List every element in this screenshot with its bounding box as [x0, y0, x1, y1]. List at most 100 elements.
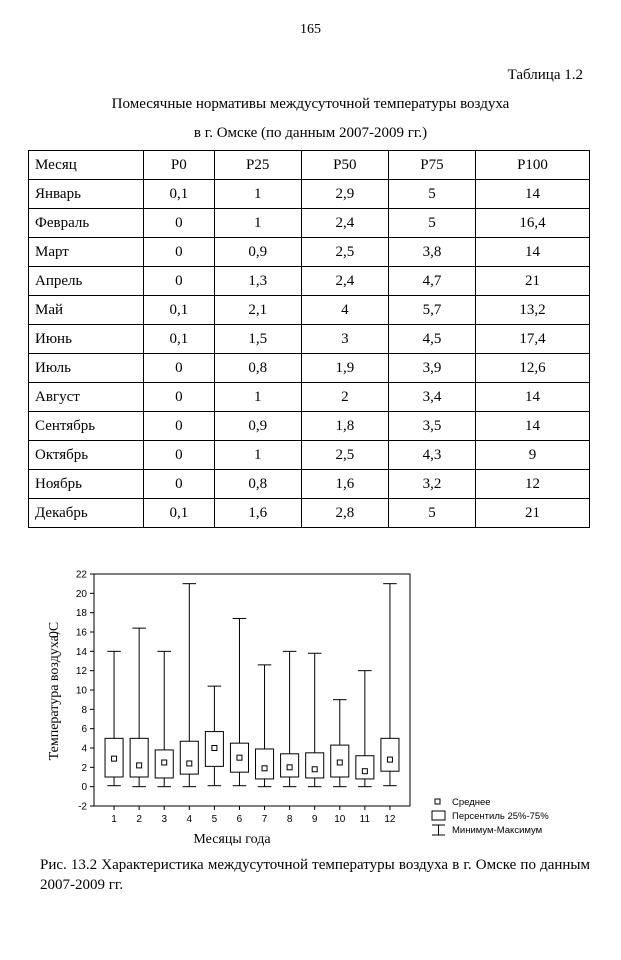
cell-value: 1,9 [300, 353, 389, 383]
x-tick-label: 11 [360, 814, 371, 825]
x-tick-label: 4 [187, 814, 193, 825]
cell-value: 1,5 [213, 324, 302, 354]
y-tick-label: 10 [76, 686, 88, 697]
mean-marker [136, 762, 143, 769]
cell-value: 5 [387, 498, 477, 528]
x-tick-label: 5 [212, 814, 218, 825]
cell-value: 0,8 [213, 469, 302, 499]
legend-mean-label: Среднее [452, 797, 491, 808]
x-tick-label: 2 [136, 814, 142, 825]
table-row: Июнь 0,1 1,5 3 4,5 17,4 [28, 324, 590, 354]
table-row: Сентябрь 0 0,9 1,8 3,5 14 [28, 411, 590, 441]
cell-value: 0 [143, 440, 215, 470]
table-row: Октябрь 0 1 2,5 4,3 9 [28, 440, 590, 470]
x-axis-label: Месяцы года [193, 832, 271, 847]
legend-box-marker [431, 810, 446, 821]
cell-value: 0 [143, 411, 215, 441]
table-subtitle: в г. Омске (по данным 2007-2009 гг.) [193, 125, 428, 141]
cell-month: Июль [28, 353, 144, 383]
x-tick-label: 7 [262, 814, 268, 825]
cell-value: 2,5 [300, 237, 389, 267]
cell-value: 1 [213, 440, 302, 470]
mean-marker [211, 745, 218, 751]
header-month: Месяц [28, 150, 144, 180]
mean-marker [186, 760, 193, 767]
cell-value: 0,9 [213, 411, 302, 441]
cell-value: 12 [475, 469, 590, 499]
y-tick-label: 2 [81, 763, 87, 774]
x-tick-label: 9 [312, 814, 318, 825]
y-tick-label: 20 [76, 589, 88, 600]
cell-value: 2,4 [300, 266, 389, 296]
mean-marker [311, 766, 318, 773]
mean-marker [111, 755, 118, 762]
cell-value: 1,8 [300, 411, 389, 441]
mean-marker [336, 759, 343, 766]
cell-value: 5,7 [387, 295, 477, 325]
legend-mean-marker [434, 798, 441, 805]
cell-value: 2,9 [300, 179, 389, 209]
x-tick-label: 12 [384, 814, 396, 825]
y-tick-label: 12 [76, 666, 88, 677]
table-row: Ноябрь 0 0,8 1,6 3,2 12 [28, 469, 590, 499]
cell-month: Сентябрь [28, 411, 144, 441]
cell-month: Август [28, 382, 144, 412]
cell-value: 0 [143, 266, 215, 296]
mean-marker [361, 768, 368, 775]
cell-value: 0,9 [213, 237, 302, 267]
cell-value: 2,4 [300, 208, 389, 238]
table-row: Август 0 1 2 3,4 14 [28, 382, 590, 412]
cell-value: 21 [475, 266, 590, 296]
cell-month: Май [28, 295, 144, 325]
table-row: Декабрь 0,1 1,6 2,8 5 21 [28, 498, 590, 528]
cell-value: 0 [143, 208, 215, 238]
y-tick-label: 18 [76, 608, 88, 619]
cell-value: 9 [475, 440, 590, 470]
page-number: 165 [300, 22, 321, 37]
cell-month: Октябрь [28, 440, 144, 470]
header-p25: P25 [213, 150, 302, 180]
cell-value: 0,1 [143, 324, 215, 354]
cell-month: Март [28, 237, 144, 267]
cell-value: 0 [143, 353, 215, 383]
cell-value: 4,7 [387, 266, 477, 296]
table-title: Помесячные нормативы междусуточной темпе… [111, 96, 510, 112]
cell-value: 0,8 [213, 353, 302, 383]
cell-value: 0,1 [143, 498, 215, 528]
cell-value: 1,6 [300, 469, 389, 499]
cell-value: 0,1 [143, 295, 215, 325]
cell-value: 0 [143, 237, 215, 267]
cell-value: 5 [387, 208, 477, 238]
cell-value: 0 [143, 469, 215, 499]
y-tick-label: -2 [78, 802, 87, 813]
y-axis-unit: 0С [47, 622, 62, 638]
cell-value: 1 [213, 179, 302, 209]
y-tick-label: 0 [81, 782, 87, 793]
cell-value: 14 [475, 382, 590, 412]
table-row: Февраль 0 1 2,4 5 16,4 [28, 208, 590, 238]
cell-value: 3,4 [387, 382, 477, 412]
table-row: Январь 0,1 1 2,9 5 14 [28, 179, 590, 209]
cell-value: 0,1 [143, 179, 215, 209]
y-tick-label: 14 [76, 647, 88, 658]
cell-month: Январь [28, 179, 144, 209]
cell-value: 3 [300, 324, 389, 354]
x-tick-label: 8 [287, 814, 293, 825]
cell-value: 2,8 [300, 498, 389, 528]
table-row: Март 0 0,9 2,5 3,8 14 [28, 237, 590, 267]
x-tick-label: 3 [161, 814, 167, 825]
y-tick-label: 4 [81, 744, 87, 755]
cell-month: Февраль [28, 208, 144, 238]
legend-box-label: Персентиль 25%-75% [452, 811, 549, 822]
header-p50: P50 [300, 150, 389, 180]
legend-whisker-label: Минимум-Максимум [452, 825, 542, 836]
mean-marker [261, 765, 268, 772]
table-header-row: Месяц P0 P25 P50 P75 P100 [28, 150, 590, 180]
cell-value: 5 [387, 179, 477, 209]
cell-month: Июнь [28, 324, 144, 354]
header-p75: P75 [387, 150, 477, 180]
norms-table: Месяц P0 P25 P50 P75 P100 Январь 0,1 1 2,9 5… [28, 150, 590, 528]
percentile-box [255, 748, 275, 780]
cell-value: 4,5 [387, 324, 477, 354]
